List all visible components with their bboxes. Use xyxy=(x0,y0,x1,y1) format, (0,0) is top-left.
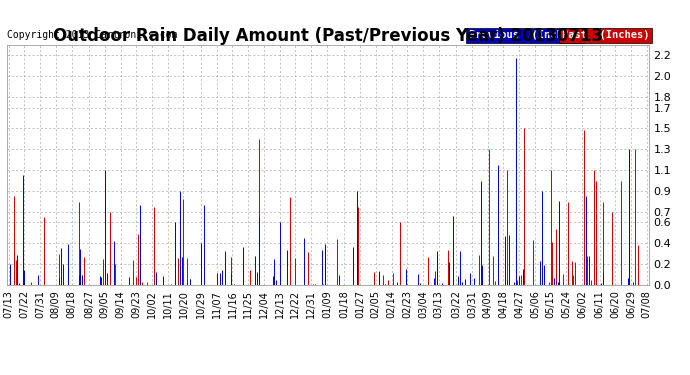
Text: Copyright 2013 Cartronics.com: Copyright 2013 Cartronics.com xyxy=(7,30,177,40)
Text: Previous  (Inches): Previous (Inches) xyxy=(469,30,582,40)
Title: Outdoor Rain Daily Amount (Past/Previous Year) 20130713: Outdoor Rain Daily Amount (Past/Previous… xyxy=(52,27,603,45)
Text: Past  (Inches): Past (Inches) xyxy=(562,30,649,40)
